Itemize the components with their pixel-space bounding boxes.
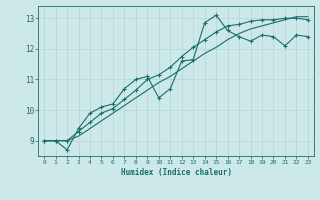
X-axis label: Humidex (Indice chaleur): Humidex (Indice chaleur): [121, 168, 231, 177]
